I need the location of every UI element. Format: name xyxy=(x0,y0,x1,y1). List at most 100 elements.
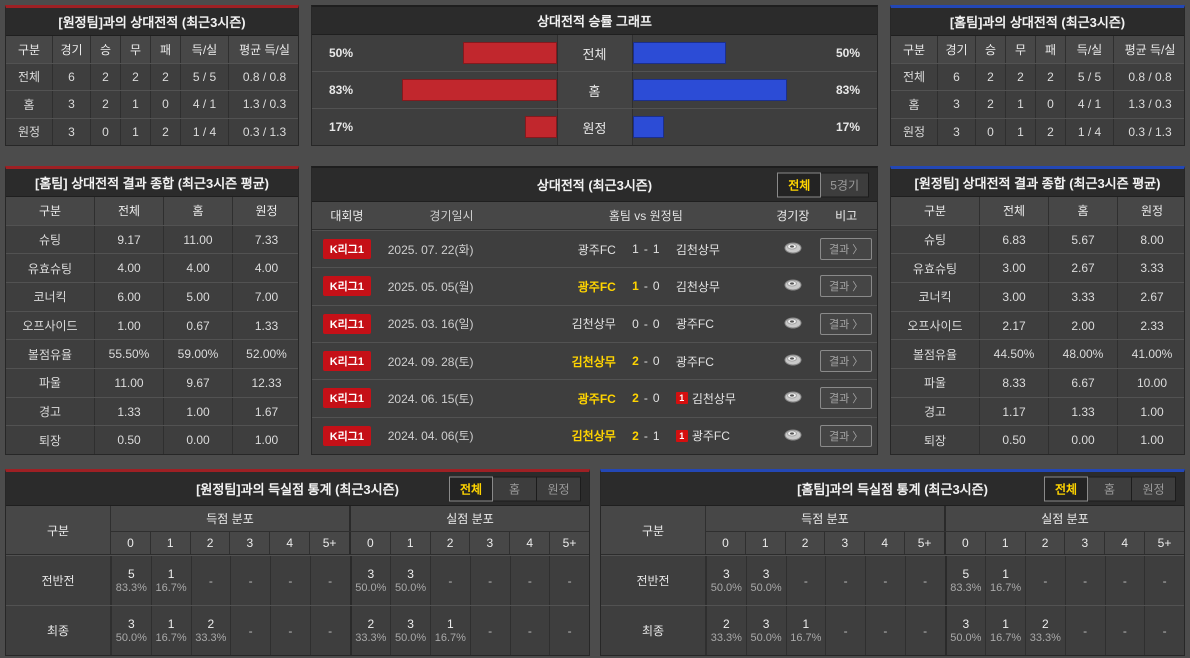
column-header: 무 xyxy=(1005,36,1035,63)
count-value: 3 xyxy=(762,567,770,581)
goals-vs-awayteam-table: 구분 득점 분포 실점 분포 0 1 2 3 4 5+ 0 1 2 3 4 5+ 전반전 5 83.3% 1 16.7… xyxy=(6,506,589,655)
empty-value: - xyxy=(328,573,333,588)
result-cell: 결과 〉 xyxy=(815,238,877,261)
percent-value: 16.7% xyxy=(990,582,1022,594)
result-button[interactable]: 결과 〉 xyxy=(819,238,873,261)
distribution-cell: - xyxy=(509,606,550,655)
percent-value: 50.0% xyxy=(950,632,982,644)
row-label: 경고 xyxy=(923,405,947,420)
stat-value: 2 xyxy=(90,91,120,118)
goals-vs-awayteam-panel: [원정팀]과의 득실점 통계 (최근3시즌) 전체 홈 원정 구분 득점 분포 실점 분… xyxy=(5,469,590,656)
bin-header: 1 xyxy=(984,532,1025,554)
away-team-cell: 광주FC xyxy=(676,315,768,332)
match-history-title-text: 상대전적 (최근3시즌) xyxy=(536,178,653,193)
column-header: 전체 xyxy=(979,197,1048,225)
table-header-row: 구분 경기 승 무 패 득/실 평균 득/실 xyxy=(6,36,298,63)
distribution-cell: - xyxy=(825,606,865,655)
winrate-chart: 50% 전체 50% 83% 홈 83% 17% 원정 17% xyxy=(312,35,877,145)
filter-button-inactive[interactable]: 홈 xyxy=(493,476,537,501)
column-header: 경기일시 xyxy=(429,209,474,223)
table-row: 경고 1.33 1.00 1.67 xyxy=(6,396,298,426)
row-label: 파울 xyxy=(38,376,62,391)
stadium-cell xyxy=(770,315,815,333)
stadium-cell xyxy=(770,352,815,370)
stadium-icon[interactable] xyxy=(783,427,803,445)
group-header-row: 득점 분포 실점 분포 xyxy=(111,506,589,532)
stat-value: 2 xyxy=(90,63,120,90)
match-history-table: 대회명 경기일시 홈팀 vs 원정팀 경기장 비고 K리그1 2025. 07. 22(화)… xyxy=(312,202,877,454)
row-label: 슈팅 xyxy=(923,233,947,247)
stat-value: 1 / 4 xyxy=(1065,118,1113,145)
filter-button-inactive[interactable]: 원정 xyxy=(1132,476,1176,501)
bin-header-row: 0 1 2 3 4 5+ 0 1 2 3 4 5+ xyxy=(706,532,1184,554)
stadium-icon[interactable] xyxy=(783,315,803,333)
empty-value: - xyxy=(328,623,333,638)
percent-value: 50.0% xyxy=(710,582,742,594)
result-button[interactable]: 결과 〉 xyxy=(819,275,873,298)
stadium-icon[interactable] xyxy=(783,389,803,407)
record-vs-hometeam-table: 구분 경기 승 무 패 득/실 평균 득/실 전체 6 2 2 2 5 / 5 0.8 / 0.8 홈 3 2 1… xyxy=(891,36,1184,145)
result-button[interactable]: 결과 〉 xyxy=(819,424,873,447)
red-card-badge: 1 xyxy=(675,392,688,405)
home-score: 2 xyxy=(632,428,639,443)
stat-value: 5 / 5 xyxy=(180,63,228,90)
stadium-icon[interactable] xyxy=(783,240,803,258)
stat-value: 6.00 xyxy=(94,283,163,311)
goals-vs-hometeam-table: 구분 득점 분포 실점 분포 0 1 2 3 4 5+ 0 1 2 3 4 5+ 전반전 3 50.0% 3 50.0… xyxy=(601,506,1184,655)
result-button[interactable]: 결과 〉 xyxy=(819,387,873,410)
count-value: 5 xyxy=(962,567,970,581)
distribution-cell: - xyxy=(230,556,270,605)
filter-button-inactive[interactable]: 원정 xyxy=(537,476,581,501)
distribution-cell: 3 50.0% xyxy=(390,556,430,605)
distribution-cell: - xyxy=(1064,556,1105,605)
summary-awayteam-table: 구분 전체 홈 원정 슈팅 6.83 5.67 8.00 유효슈팅 3.00 2.67 3.33 코너킥… xyxy=(891,197,1186,455)
stat-value: 1 xyxy=(120,91,150,118)
stat-value: 2.67 xyxy=(1048,254,1117,283)
stat-value: 10.00 xyxy=(1117,369,1186,397)
stat-value: 1 xyxy=(1005,91,1035,118)
count-value: 1 xyxy=(802,617,810,631)
row-label: 볼점유율 xyxy=(912,347,958,362)
left-bar-track xyxy=(370,72,557,108)
row-label: 파울 xyxy=(923,376,947,391)
result-button[interactable]: 결과 〉 xyxy=(819,312,873,335)
left-percent-label: 83% xyxy=(328,83,354,97)
stadium-icon[interactable] xyxy=(783,277,803,295)
blue-winrate-bar xyxy=(632,79,788,101)
result-button[interactable]: 결과 〉 xyxy=(819,350,873,373)
stat-value: 0.8 / 0.8 xyxy=(228,63,300,90)
league-cell: K리그1 xyxy=(312,351,382,372)
filter-button-active[interactable]: 전체 xyxy=(777,172,822,197)
empty-value: - xyxy=(527,573,532,588)
bin-header: 0 xyxy=(943,532,985,554)
filter-button-active[interactable]: 전체 xyxy=(449,476,493,501)
result-cell: 결과 〉 xyxy=(815,275,877,298)
row-label: 슈팅 xyxy=(38,233,62,247)
count-value: 3 xyxy=(762,617,770,631)
goals-header: 구분 득점 분포 실점 분포 0 1 2 3 4 5+ 0 1 2 3 4 5+ xyxy=(6,506,589,555)
distribution-cell: - xyxy=(230,606,270,655)
percent-value: 83.3% xyxy=(950,582,982,594)
stadium-icon[interactable] xyxy=(783,352,803,370)
distribution-cell: - xyxy=(785,556,826,605)
left-percent-label: 50% xyxy=(328,46,354,60)
count-value: 2 xyxy=(723,617,730,631)
filter-button-inactive[interactable]: 5경기 xyxy=(821,172,869,197)
distribution-cell: - xyxy=(1104,556,1145,605)
empty-value: - xyxy=(527,623,532,638)
column-header: 홈팀 vs 원정팀 xyxy=(608,209,683,223)
chart-category-label: 전체 xyxy=(556,35,633,71)
stat-value: 3.00 xyxy=(979,283,1048,311)
filter-button-inactive[interactable]: 홈 xyxy=(1088,476,1132,501)
row-label: 최종 xyxy=(601,606,706,655)
count-value: 2 xyxy=(367,617,375,631)
right-bar-track xyxy=(632,35,820,71)
bin-header: 2 xyxy=(784,532,825,554)
stat-value: 2 xyxy=(150,63,180,90)
score-dash: - xyxy=(643,279,648,294)
bin-header: 4 xyxy=(509,532,549,554)
empty-value: - xyxy=(567,623,572,638)
filter-button-active[interactable]: 전체 xyxy=(1044,476,1088,501)
table-row: 퇴장 0.50 0.00 1.00 xyxy=(891,425,1184,455)
bin-header: 1 xyxy=(389,532,430,554)
